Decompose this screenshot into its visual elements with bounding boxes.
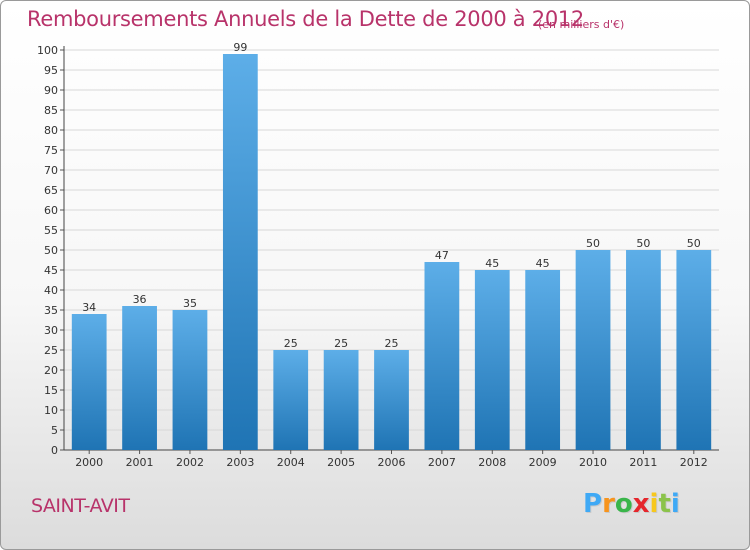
- x-tick-label-2000: 2000: [75, 456, 103, 469]
- data-label-2007: 47: [435, 249, 449, 262]
- bar-2006: [374, 350, 409, 450]
- x-tick-label-2010: 2010: [579, 456, 607, 469]
- y-tick-label: 0: [51, 444, 58, 457]
- data-label-2001: 36: [133, 293, 147, 306]
- x-tick-label-2007: 2007: [428, 456, 456, 469]
- data-label-2000: 34: [82, 301, 96, 314]
- data-label-2003: 99: [233, 41, 247, 54]
- bar-2012: [676, 250, 712, 450]
- y-tick-label: 30: [44, 324, 58, 337]
- y-tick-label: 20: [44, 364, 58, 377]
- x-tick-label-2005: 2005: [327, 456, 355, 469]
- x-tick-label-2004: 2004: [277, 456, 305, 469]
- y-tick-label: 55: [44, 224, 58, 237]
- y-tick-label: 50: [44, 244, 58, 257]
- bar-2004: [273, 350, 309, 450]
- x-tick-label-2002: 2002: [176, 456, 204, 469]
- y-tick-label: 90: [44, 84, 58, 97]
- bar-2009: [525, 270, 561, 450]
- y-tick-label: 15: [44, 384, 58, 397]
- data-label-2004: 25: [284, 337, 298, 350]
- x-tick-label-2009: 2009: [529, 456, 557, 469]
- bar-2008: [474, 270, 510, 450]
- y-tick-label: 75: [44, 144, 58, 157]
- y-tick-label: 35: [44, 304, 58, 317]
- x-tick-label-2012: 2012: [680, 456, 708, 469]
- data-labels: 34 36 35 99 25 25 25 47 45 45 50 50 50: [82, 41, 701, 350]
- bar-2002: [172, 310, 208, 450]
- y-tick-label: 40: [44, 284, 58, 297]
- x-tick-label-2011: 2011: [629, 456, 657, 469]
- y-tick-labels: 0 5 10 15 20 25 30 35 40 45 50 55 60 65 70 75 80 85 90 95 10…: [37, 44, 58, 457]
- y-tick-label: 45: [44, 264, 58, 277]
- bar-2003: [222, 54, 258, 450]
- bar-2005: [323, 350, 359, 450]
- x-tick-label-2001: 2001: [126, 456, 154, 469]
- bar-2000: [71, 314, 107, 450]
- bar-2010: [575, 250, 611, 450]
- y-tick-label: 60: [44, 204, 58, 217]
- data-label-2010: 50: [586, 237, 600, 250]
- data-label-2012: 50: [687, 237, 701, 250]
- data-label-2009: 45: [536, 257, 550, 270]
- x-tick-label-2003: 2003: [226, 456, 254, 469]
- commune-name: SAINT-AVIT: [31, 495, 130, 517]
- x-tick-label-2008: 2008: [478, 456, 506, 469]
- bar-2001: [122, 306, 157, 450]
- x-tick-label-2006: 2006: [378, 456, 406, 469]
- data-label-2002: 35: [183, 297, 197, 310]
- data-label-2005: 25: [334, 337, 348, 350]
- y-tick-label: 100: [37, 44, 58, 57]
- chart-title: Remboursements Annuels de la Dette de 20…: [27, 7, 584, 31]
- y-tick-label: 10: [44, 404, 58, 417]
- y-tick-label: 65: [44, 184, 58, 197]
- proxiti-logo: Proxiti: [583, 489, 680, 519]
- data-label-2011: 50: [636, 237, 650, 250]
- x-tick-labels: 2000 2001 2002 2003 2004 2005 2006 2007 2008 2009…: [75, 450, 708, 469]
- bar-2007: [424, 262, 460, 450]
- y-tick-label: 85: [44, 104, 58, 117]
- data-label-2008: 45: [485, 257, 499, 270]
- y-tick-label: 70: [44, 164, 58, 177]
- y-tick-label: 95: [44, 64, 58, 77]
- data-label-2006: 25: [385, 337, 399, 350]
- y-tick-label: 80: [44, 124, 58, 137]
- bar-2011: [626, 250, 661, 450]
- bars: [71, 54, 712, 450]
- y-tick-label: 5: [51, 424, 58, 437]
- y-tick-label: 25: [44, 344, 58, 357]
- chart-unit: (en milliers d'€): [538, 18, 625, 31]
